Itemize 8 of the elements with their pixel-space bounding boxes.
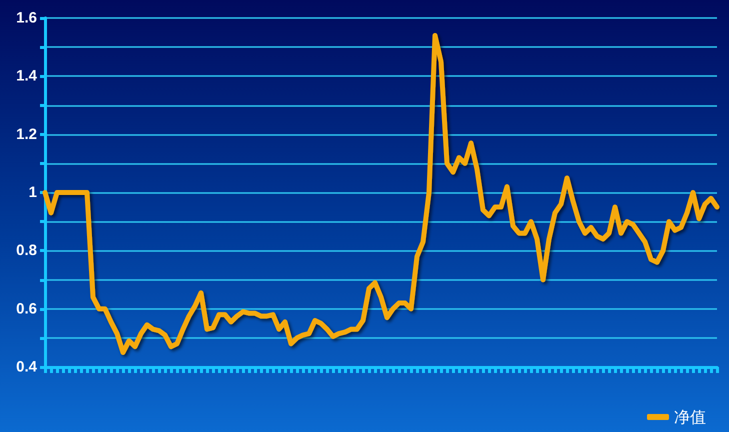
y-tick-label: 0.4 (16, 358, 38, 376)
y-tick-label: 1.4 (16, 68, 38, 85)
y-tick-label: 1 (28, 184, 37, 201)
y-tick-label: 1.2 (16, 126, 37, 143)
legend-label: 净值 (674, 408, 706, 426)
y-tick-label: 0.6 (16, 300, 37, 318)
y-tick-label: 1.6 (16, 10, 37, 26)
y-tick-label: 0.8 (16, 242, 37, 260)
